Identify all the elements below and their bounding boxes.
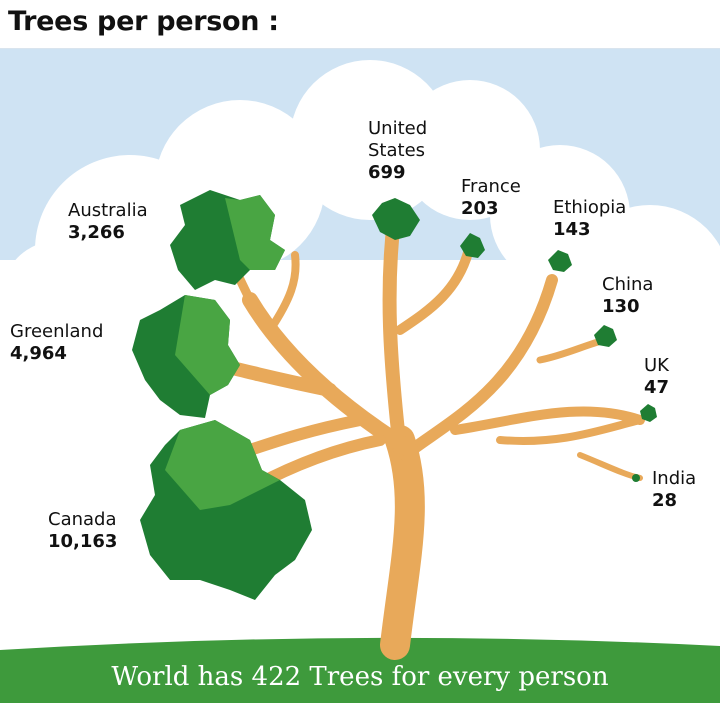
- chart-title: Trees per person :: [8, 6, 279, 37]
- label-value: 699: [368, 162, 406, 183]
- label-value: 10,163: [48, 531, 118, 552]
- tree-trunk-branches: [173, 203, 645, 660]
- label-india: India 28: [652, 468, 696, 512]
- label-canada: Canada 10,163: [48, 509, 117, 553]
- label-value: 3,266: [68, 222, 125, 243]
- label-name: Ethiopia: [553, 197, 627, 218]
- label-name: UK: [644, 355, 669, 376]
- label-name-line2: States: [368, 140, 426, 161]
- label-australia: Australia 3,266: [68, 200, 148, 244]
- label-value: 28: [652, 490, 678, 511]
- label-name: Canada: [48, 509, 117, 530]
- label-name-line1: United: [368, 118, 428, 139]
- label-value: 130: [602, 296, 640, 317]
- label-value: 4,964: [10, 343, 67, 364]
- label-name: Greenland: [10, 321, 104, 342]
- label-name: China: [602, 274, 654, 295]
- title-bar: Trees per person :: [0, 0, 720, 49]
- clouds: [0, 60, 720, 703]
- label-france: France 203: [461, 176, 521, 220]
- label-uk: UK 47: [644, 355, 669, 399]
- footer-caption: World has 422 Trees for every person: [111, 662, 609, 692]
- grass-ground: [0, 637, 720, 703]
- label-value: 203: [461, 198, 499, 219]
- label-united-states: United States 699: [368, 118, 427, 184]
- label-name: Australia: [68, 200, 148, 221]
- label-greenland: Greenland 4,964: [10, 321, 103, 365]
- label-ethiopia: Ethiopia 143: [553, 197, 626, 241]
- label-name: India: [652, 468, 697, 489]
- leaves: [132, 190, 657, 600]
- label-china: China 130: [602, 274, 653, 318]
- label-value: 143: [553, 219, 591, 240]
- label-value: 47: [644, 377, 670, 398]
- label-name: France: [461, 176, 521, 197]
